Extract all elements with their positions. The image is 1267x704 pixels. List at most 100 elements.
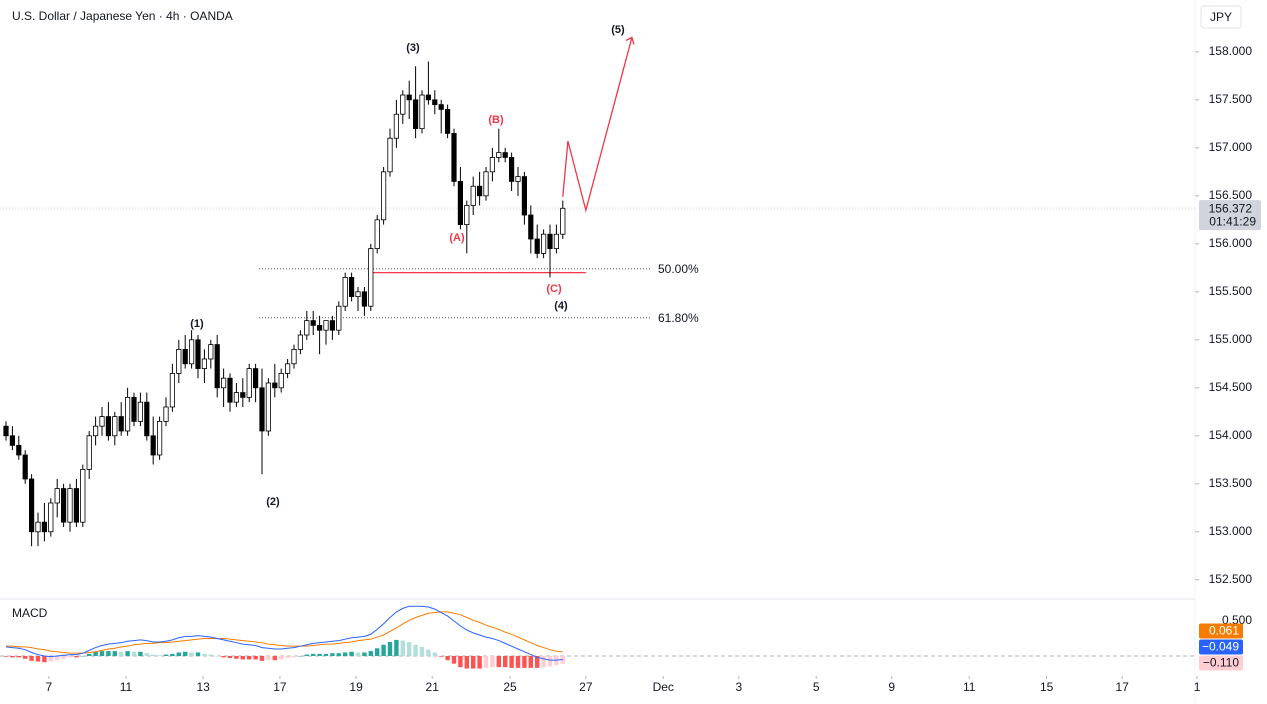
candle-body bbox=[227, 377, 233, 403]
candle-body bbox=[323, 320, 329, 331]
candle-body bbox=[144, 401, 150, 437]
y-tick-label: 153.500 bbox=[1209, 476, 1253, 490]
macd-histogram-bar bbox=[221, 655, 226, 658]
candle-body bbox=[67, 488, 73, 523]
macd-histogram-bar bbox=[304, 654, 309, 656]
currency[interactable]: JPY bbox=[1210, 10, 1232, 24]
macd-histogram-bar bbox=[464, 655, 469, 669]
macd-histogram-bar bbox=[503, 655, 508, 668]
macd-histogram-bar bbox=[240, 655, 245, 660]
wave-label: (B) bbox=[488, 114, 504, 126]
candle-body bbox=[502, 152, 508, 158]
macd-histogram-bar bbox=[375, 648, 380, 656]
candle-body bbox=[22, 454, 28, 480]
candle-body bbox=[156, 420, 163, 456]
projection-path bbox=[562, 37, 633, 213]
candle-body bbox=[35, 521, 41, 533]
macd-histogram-bar bbox=[413, 644, 418, 656]
candle-body bbox=[48, 502, 54, 533]
x-tick-label: 15 bbox=[1040, 680, 1054, 694]
candle-body bbox=[528, 214, 534, 240]
macd-histogram-bar bbox=[138, 651, 143, 656]
y-tick-label: 155.500 bbox=[1209, 284, 1253, 298]
macd-histogram-bar bbox=[349, 651, 354, 656]
x-tick-label: 7 bbox=[46, 680, 53, 694]
candle-body bbox=[560, 207, 566, 235]
macd-histogram-bar bbox=[336, 653, 341, 656]
macd-histogram-bar bbox=[29, 655, 34, 661]
macd-histogram-bar bbox=[35, 655, 41, 662]
candle-body bbox=[208, 344, 214, 360]
macd-histogram-bar bbox=[471, 655, 476, 669]
macd-histogram-bar bbox=[189, 652, 194, 656]
macd-title: MACD bbox=[12, 606, 48, 620]
macd-histogram-bar bbox=[368, 651, 373, 656]
macd-histogram-bar bbox=[291, 655, 297, 658]
candle-body bbox=[240, 392, 246, 398]
candle-body bbox=[380, 171, 387, 221]
macd-histogram-bar bbox=[247, 655, 252, 660]
candle-body bbox=[291, 348, 297, 365]
x-tick-label: 11 bbox=[120, 680, 133, 694]
macd-histogram-bar bbox=[394, 639, 399, 656]
candle-body bbox=[355, 291, 361, 298]
macd-histogram-bar bbox=[10, 655, 15, 658]
x-tick-label: 9 bbox=[888, 680, 895, 694]
candle-body bbox=[329, 320, 336, 331]
candle-body bbox=[278, 372, 284, 389]
candle-body bbox=[336, 305, 342, 331]
candle-body bbox=[521, 176, 528, 216]
macd-line bbox=[5, 605, 563, 661]
candle-body bbox=[220, 377, 227, 389]
candle-body bbox=[259, 387, 265, 432]
x-tick-label: 13 bbox=[196, 680, 210, 694]
candle-body bbox=[105, 416, 111, 437]
macd-value-box bbox=[1199, 623, 1243, 639]
macd-histogram-bar bbox=[458, 655, 463, 668]
wave-label: (A) bbox=[449, 232, 465, 244]
macd-histogram-bar bbox=[125, 651, 130, 656]
candle-body bbox=[169, 372, 175, 408]
y-tick-label: 156.000 bbox=[1209, 236, 1253, 250]
candle-body bbox=[28, 478, 35, 533]
candle-body bbox=[304, 320, 310, 336]
macd-histogram-bar bbox=[298, 655, 303, 657]
candle-body bbox=[297, 334, 304, 350]
candle-body bbox=[451, 133, 457, 182]
fib-label: 61.80% bbox=[658, 311, 699, 325]
y-tick-label: 155.000 bbox=[1209, 332, 1253, 346]
y-tick-label: 157.000 bbox=[1209, 140, 1253, 154]
macd-histogram-bar bbox=[163, 654, 169, 656]
candle-body bbox=[131, 396, 137, 422]
currency-box[interactable] bbox=[1200, 5, 1242, 29]
macd-histogram-bar bbox=[445, 655, 450, 661]
y-tick-label: 153.000 bbox=[1209, 524, 1253, 538]
macd-histogram-bar bbox=[234, 655, 239, 659]
y-tick-label: 154.500 bbox=[1209, 380, 1253, 394]
x-tick-label: 5 bbox=[813, 680, 820, 694]
candle-body bbox=[476, 185, 483, 197]
candle-body bbox=[112, 416, 118, 437]
candle-body bbox=[444, 109, 451, 134]
candle-body bbox=[176, 348, 182, 374]
candle-body bbox=[361, 291, 368, 307]
x-tick-label: 17 bbox=[1115, 680, 1129, 694]
candle-body bbox=[547, 233, 553, 250]
x-tick-label: 3 bbox=[735, 680, 742, 694]
projection-arrowhead bbox=[625, 36, 635, 45]
candle-body bbox=[182, 348, 188, 365]
candle-body bbox=[515, 176, 521, 182]
macd-histogram-bar bbox=[355, 652, 361, 656]
macd-histogram-bar bbox=[381, 644, 386, 656]
candle-body bbox=[489, 157, 496, 173]
macd-histogram-bar bbox=[23, 655, 28, 659]
macd-histogram-bar bbox=[451, 655, 457, 664]
macd-histogram-bar bbox=[80, 655, 85, 657]
x-tick-label: 11 bbox=[963, 680, 976, 694]
wave-label: (C) bbox=[546, 283, 562, 295]
candle-body bbox=[348, 277, 355, 298]
macd-histogram-bar bbox=[112, 651, 117, 656]
macd-histogram-bar bbox=[439, 655, 444, 657]
candle-body bbox=[188, 339, 195, 365]
